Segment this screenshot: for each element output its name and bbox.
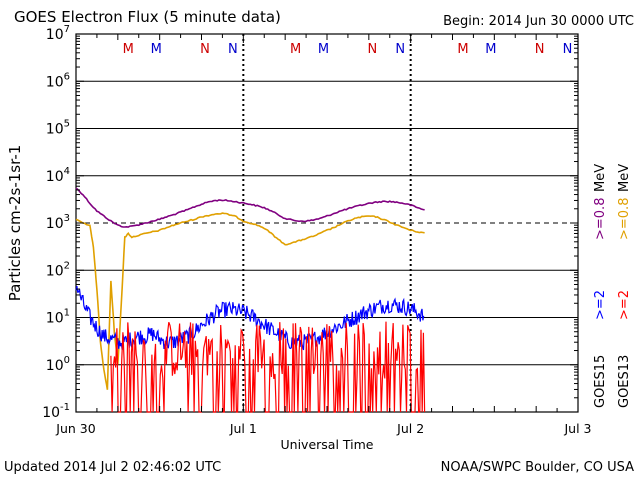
x-tick-label: Jul 3 [563, 421, 591, 436]
begin-time: Begin: 2014 Jun 30 0000 UTC [443, 14, 634, 29]
y-tick-label: 105 [46, 119, 70, 138]
legend-goes13: GOES13 [617, 355, 632, 408]
x-tick-label: Jul 2 [396, 421, 424, 436]
x-tick-label: Jul 1 [229, 421, 257, 436]
x-axis-label: Universal Time [281, 437, 374, 452]
orbit-marker: N [367, 42, 377, 57]
y-tick-label: 104 [46, 166, 70, 185]
series-line [75, 212, 425, 390]
orbit-marker: M [151, 42, 162, 57]
legend-ge2-goes13: >=2 [617, 290, 632, 320]
legend-ge2-goes15: >=2 [593, 290, 608, 320]
orbit-marker: N [535, 42, 545, 57]
legend-unit: MeV [617, 164, 632, 192]
orbit-marker: N [395, 42, 405, 57]
orbit-marker: N [228, 42, 238, 57]
orbit-marker: M [457, 42, 468, 57]
orbit-marker: M [318, 42, 329, 57]
series-layer [75, 187, 426, 413]
chart-title: GOES Electron Flux (5 minute data) [14, 8, 281, 26]
series-line [75, 285, 425, 351]
ticks [75, 33, 579, 413]
legend-goes15: GOES15 [593, 355, 608, 408]
series-line [75, 187, 425, 228]
y-tick-label: 101 [46, 308, 70, 327]
y-tick-label: 106 [46, 71, 70, 90]
y-tick-label: 103 [46, 213, 70, 232]
orbit-marker: M [485, 42, 496, 57]
y-axis-label: Particles cm-2s-1sr-1 [6, 145, 24, 302]
orbit-marker: N [200, 42, 210, 57]
legend: GOES15 GOES13 >=2 >=2 >=0.8 >=0.8 MeV MeV [593, 164, 632, 408]
axis-labels: 10-1 100 101 102 103 104 105 106 107 Jun 30 Jul 1 J… [6, 24, 592, 452]
orbit-marker: M [123, 42, 134, 57]
credit-text: NOAA/SWPC Boulder, CO USA [440, 460, 634, 475]
series-line [110, 321, 426, 413]
legend-ge08-goes13: >=0.8 [617, 198, 632, 240]
x-tick-label: Jun 30 [55, 421, 95, 436]
orbit-marker: M [290, 42, 301, 57]
y-tick-label: 10-1 [42, 402, 70, 421]
y-tick-label: 107 [46, 24, 70, 43]
y-tick-label: 100 [46, 355, 70, 374]
orbit-marker: N [563, 42, 573, 57]
y-tick-label: 102 [46, 260, 70, 279]
legend-ge08-goes15: >=0.8 [593, 198, 608, 240]
legend-unit: MeV [593, 164, 608, 192]
updated-time: Updated 2014 Jul 2 02:46:02 UTC [4, 460, 222, 475]
